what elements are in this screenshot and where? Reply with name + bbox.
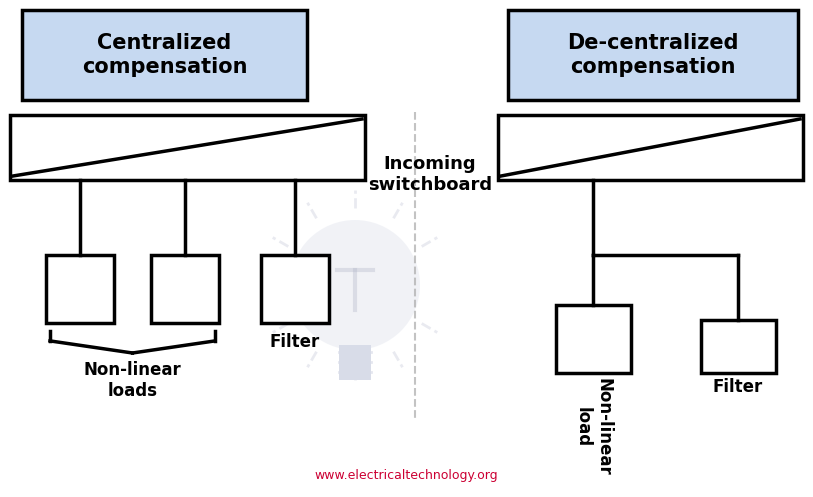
Text: Non-linear
loads: Non-linear loads (84, 361, 181, 400)
Bar (555, 305, 631, 373)
Text: Centralized
compensation: Centralized compensation (82, 33, 247, 77)
Bar (701, 320, 776, 373)
Bar (10, 115, 365, 180)
Bar (46, 255, 114, 323)
Text: www.electricaltechnology.org: www.electricaltechnology.org (315, 469, 498, 482)
Bar (151, 255, 219, 323)
Text: Filter: Filter (270, 333, 320, 351)
Bar (508, 10, 798, 100)
Text: Filter: Filter (713, 378, 763, 396)
Bar (339, 345, 371, 380)
Text: Non-linear
load: Non-linear load (574, 378, 612, 476)
Bar (22, 10, 307, 100)
Text: De-centralized
compensation: De-centralized compensation (567, 33, 739, 77)
Circle shape (290, 220, 420, 350)
Bar (498, 115, 803, 180)
Bar (261, 255, 329, 323)
Text: Incoming
switchboard: Incoming switchboard (368, 155, 492, 194)
